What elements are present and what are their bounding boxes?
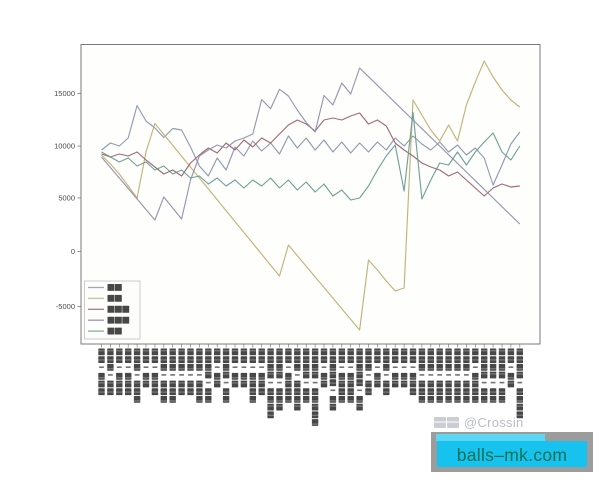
svg-text:5000: 5000 [58,194,75,203]
svg-text:10000: 10000 [54,142,75,151]
svg-text:15000: 15000 [54,89,75,98]
svg-text:-5000: -5000 [56,302,75,311]
svg-text:0: 0 [71,247,75,256]
